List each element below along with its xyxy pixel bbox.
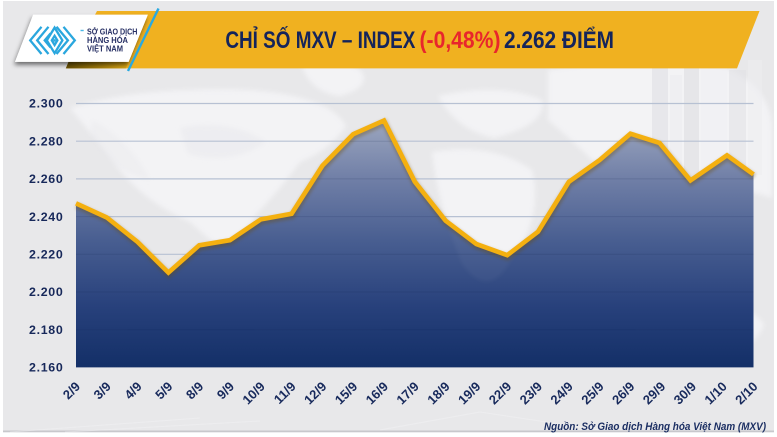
svg-text:2.260: 2.260: [29, 172, 64, 186]
svg-text:2.240: 2.240: [29, 210, 64, 224]
svg-text:2.200: 2.200: [29, 285, 64, 299]
svg-text:2.160: 2.160: [29, 361, 64, 375]
svg-text:2.280: 2.280: [29, 134, 64, 148]
svg-text:2.262 ĐIỂM: 2.262 ĐIỂM: [504, 26, 614, 54]
svg-text:2.180: 2.180: [29, 323, 64, 337]
svg-text:(-0,48%): (-0,48%): [420, 27, 501, 54]
svg-text:2.220: 2.220: [29, 248, 64, 262]
svg-text:Nguồn: Sở Giao dịch Hàng hóa V: Nguồn: Sở Giao dịch Hàng hóa Việt Nam (M…: [544, 421, 766, 433]
svg-text:2.300: 2.300: [29, 97, 64, 111]
svg-text:CHỈ SỐ MXV – INDEX: CHỈ SỐ MXV – INDEX: [225, 25, 415, 54]
svg-text:VIỆT NAM: VIỆT NAM: [87, 44, 123, 53]
svg-text:HÀNG HÓA: HÀNG HÓA: [87, 36, 128, 45]
svg-text:SỞ GIAO DỊCH: SỞ GIAO DỊCH: [87, 28, 138, 37]
